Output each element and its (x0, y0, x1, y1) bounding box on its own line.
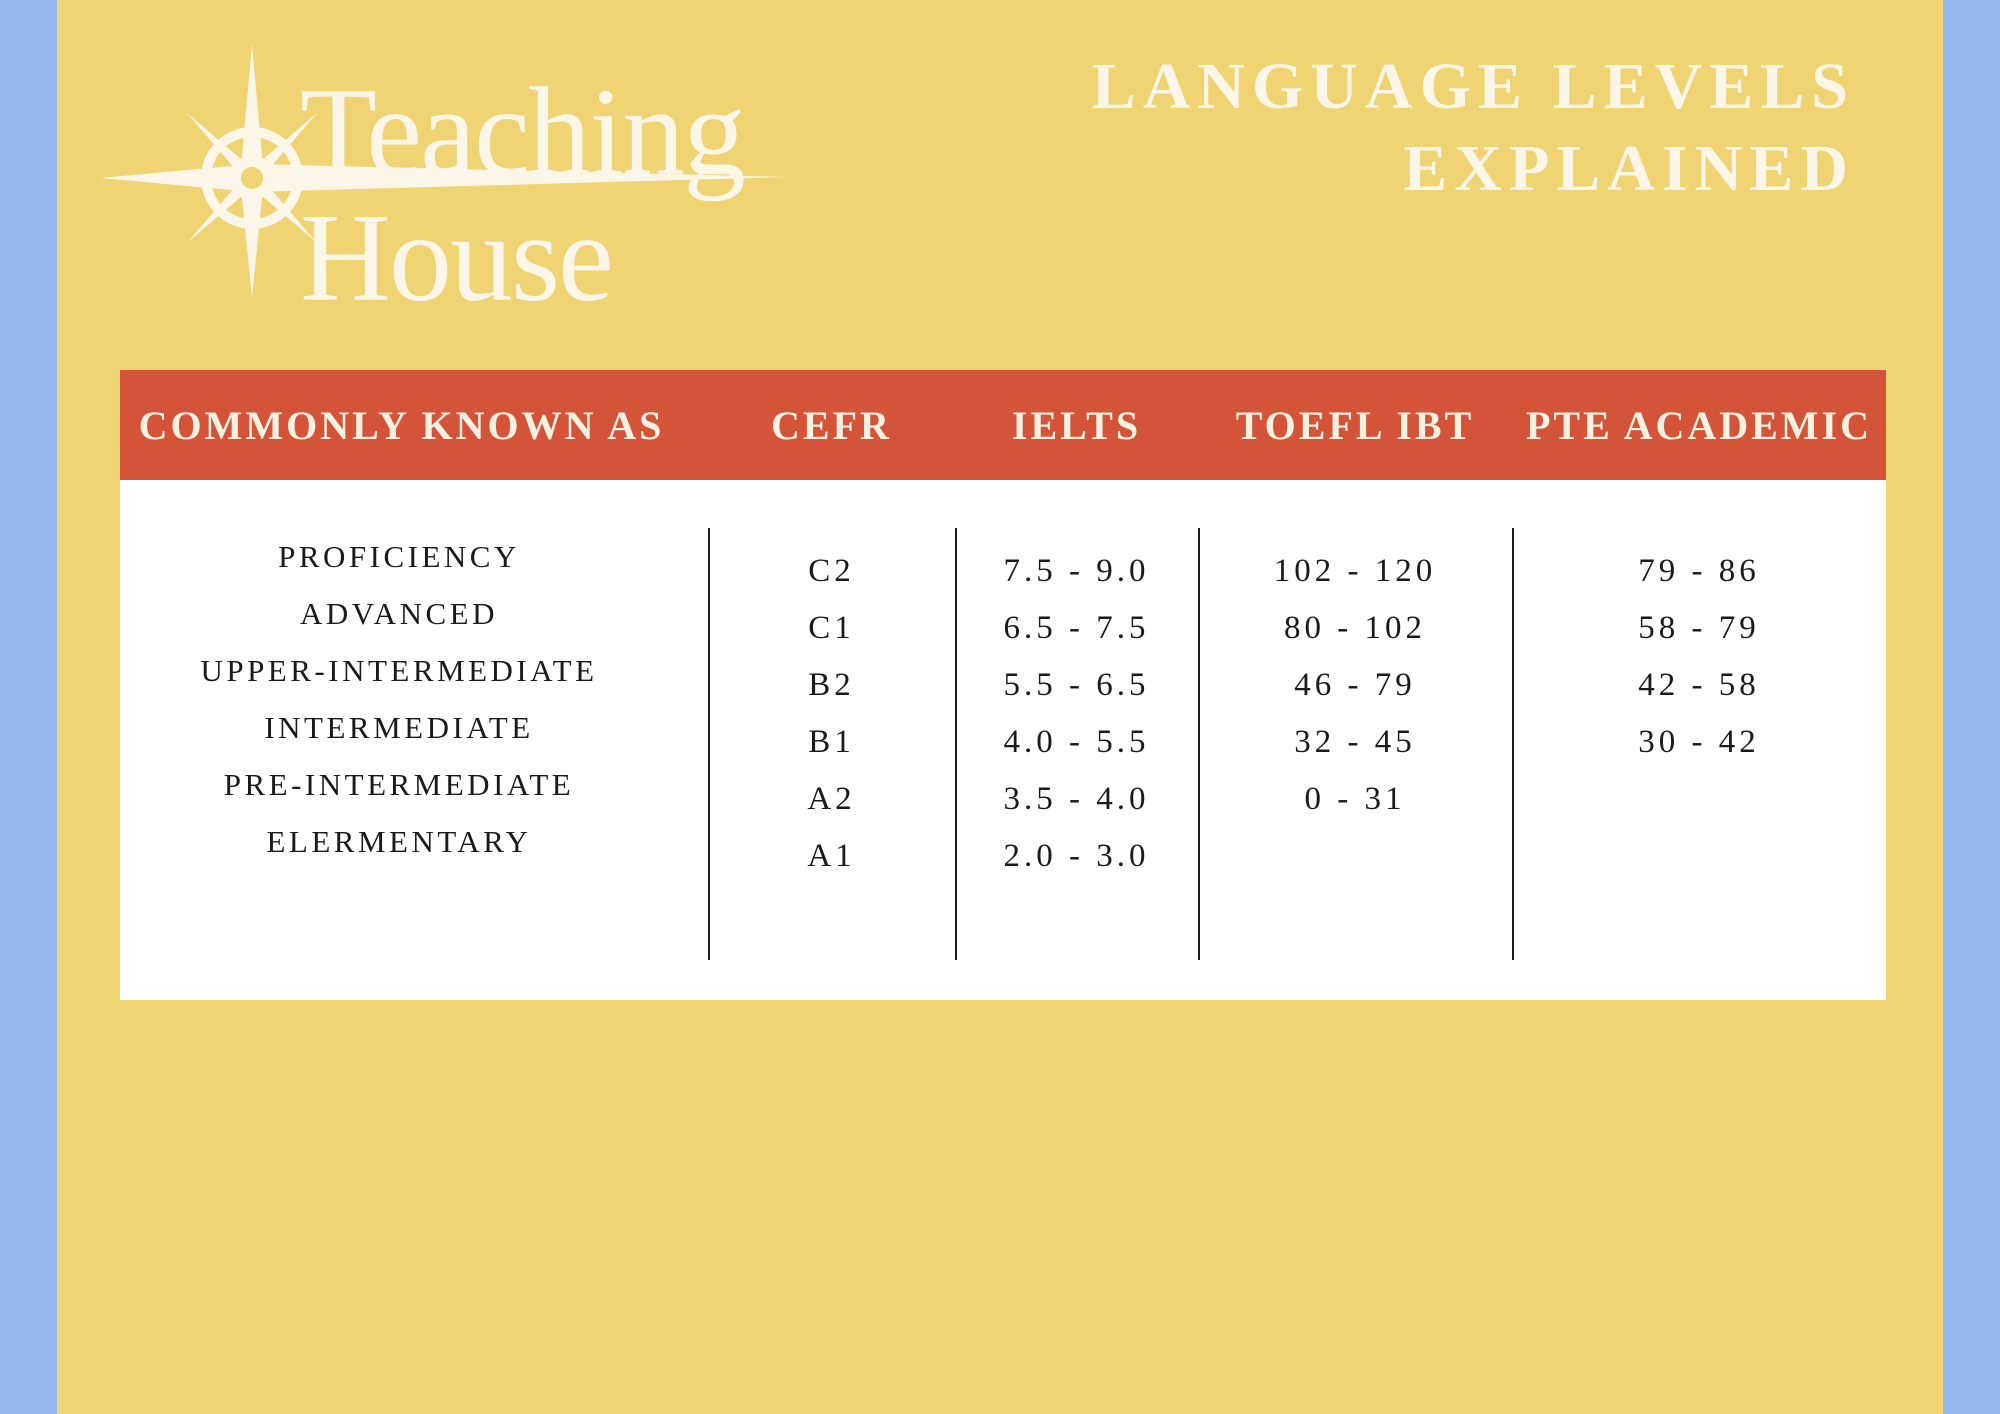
teaching-house-logo: Teaching House (90, 38, 850, 322)
table-body: PROFICIENCY ADVANCED UPPER-INTERMEDIATE … (120, 480, 1886, 1000)
page-title-line1: LANGUAGE LEVELS (1091, 50, 1855, 123)
pte-cell: 42 - 58 (1638, 667, 1760, 703)
toefl-cell: 80 - 102 (1284, 610, 1426, 646)
column-cefr: C2 C1 B2 B1 A2 A1 (708, 543, 955, 885)
pte-cell: 30 - 42 (1638, 724, 1760, 760)
toefl-cell: 32 - 45 (1294, 724, 1416, 760)
level-cell: INTERMEDIATE (264, 709, 534, 745)
level-cell: PRE-INTERMEDIATE (223, 766, 575, 802)
ielts-cell: 2.0 - 3.0 (1003, 838, 1150, 874)
pte-cell: 58 - 79 (1638, 610, 1760, 646)
cefr-cell: B1 (808, 724, 855, 760)
toefl-cell: 0 - 31 (1304, 781, 1406, 817)
page-title: LANGUAGE LEVELS EXPLAINED (1092, 46, 1855, 210)
column-divider-2 (955, 528, 957, 960)
header-cefr: CEFR (771, 402, 892, 448)
column-levels: PROFICIENCY ADVANCED UPPER-INTERMEDIATE … (120, 528, 708, 870)
column-divider-4 (1512, 528, 1514, 960)
level-cell: UPPER-INTERMEDIATE (200, 652, 598, 688)
cefr-cell: A1 (807, 838, 856, 874)
level-cell: ELERMENTARY (266, 823, 532, 859)
logo-word-teaching: Teaching (300, 63, 746, 202)
table-header: COMMONLY KNOWN AS CEFR IELTS TOEFL IBT P… (120, 370, 1886, 480)
level-cell: PROFICIENCY (278, 538, 520, 574)
logo-word-house: House (300, 189, 614, 328)
toefl-cell: 102 - 120 (1273, 553, 1437, 589)
toefl-cell: 46 - 79 (1294, 667, 1416, 703)
ielts-cell: 7.5 - 9.0 (1003, 553, 1150, 589)
header-commonly-known-as: COMMONLY KNOWN AS (138, 402, 665, 448)
level-cell: ADVANCED (300, 595, 498, 631)
column-divider-3 (1198, 528, 1200, 960)
column-toefl: 102 - 120 80 - 102 46 - 79 32 - 45 0 - 3… (1198, 543, 1512, 885)
pte-cell (1512, 828, 1886, 885)
column-divider-1 (708, 528, 710, 960)
header-pte-academic: PTE ACADEMIC (1525, 402, 1873, 448)
cefr-cell: C2 (808, 553, 855, 589)
ielts-cell: 3.5 - 4.0 (1003, 781, 1150, 817)
cefr-cell: B2 (808, 667, 855, 703)
pte-cell (1512, 771, 1886, 828)
page-title-line2: EXPLAINED (1403, 132, 1855, 205)
cefr-cell: C1 (808, 610, 855, 646)
column-pte: 79 - 86 58 - 79 42 - 58 30 - 42 (1512, 543, 1886, 885)
ielts-cell: 4.0 - 5.5 (1003, 724, 1150, 760)
toefl-cell (1198, 828, 1512, 885)
pte-cell: 79 - 86 (1638, 553, 1760, 589)
column-ielts: 7.5 - 9.0 6.5 - 7.5 5.5 - 6.5 4.0 - 5.5 … (955, 543, 1198, 885)
ielts-cell: 5.5 - 6.5 (1003, 667, 1150, 703)
cefr-cell: A2 (807, 781, 856, 817)
header-toefl-ibt: TOEFL IBT (1235, 402, 1475, 448)
compass-icon (100, 44, 790, 298)
ielts-cell: 6.5 - 7.5 (1003, 610, 1150, 646)
header-ielts: IELTS (1011, 402, 1142, 448)
